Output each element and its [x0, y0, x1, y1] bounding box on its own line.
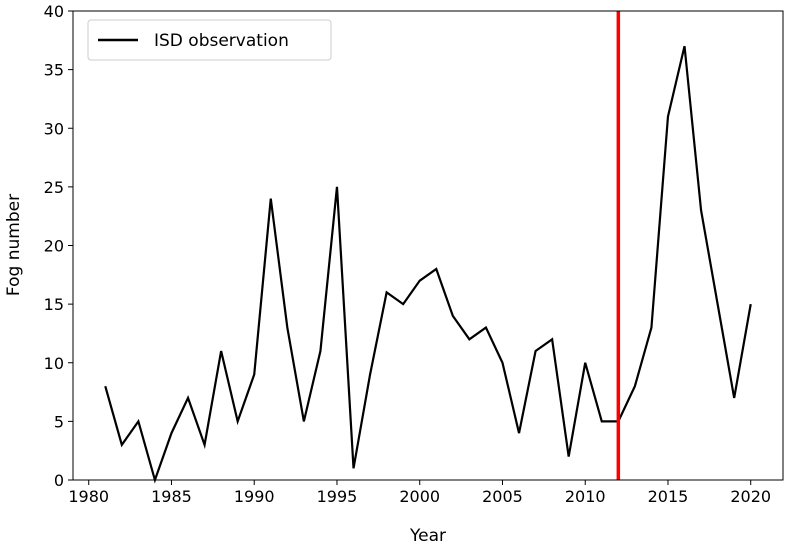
x-tick-label: 2020	[730, 487, 771, 506]
x-axis-label: Year	[409, 526, 446, 546]
y-tick-label: 40	[44, 2, 64, 21]
x-tick-label: 1990	[234, 487, 275, 506]
y-axis-label: Fog number	[4, 194, 24, 296]
x-tick-label: 2000	[399, 487, 440, 506]
y-tick-label: 10	[44, 354, 64, 373]
y-tick-label: 5	[54, 412, 64, 431]
x-tick-label: 1980	[68, 487, 109, 506]
x-tick-label: 2010	[565, 487, 606, 506]
y-tick-label: 0	[54, 471, 64, 490]
x-tick-label: 1985	[151, 487, 192, 506]
y-tick-label: 30	[44, 119, 64, 138]
x-tick-label: 1995	[317, 487, 358, 506]
legend: ISD observation	[88, 20, 331, 60]
y-tick-label: 35	[44, 61, 64, 80]
x-tick-label: 2015	[648, 487, 689, 506]
series-line	[105, 46, 750, 480]
y-tick-label: 20	[44, 237, 64, 256]
x-tick-label: 2005	[482, 487, 523, 506]
y-tick-label: 25	[44, 178, 64, 197]
legend-label: ISD observation	[154, 31, 289, 51]
y-tick-label: 15	[44, 295, 64, 314]
